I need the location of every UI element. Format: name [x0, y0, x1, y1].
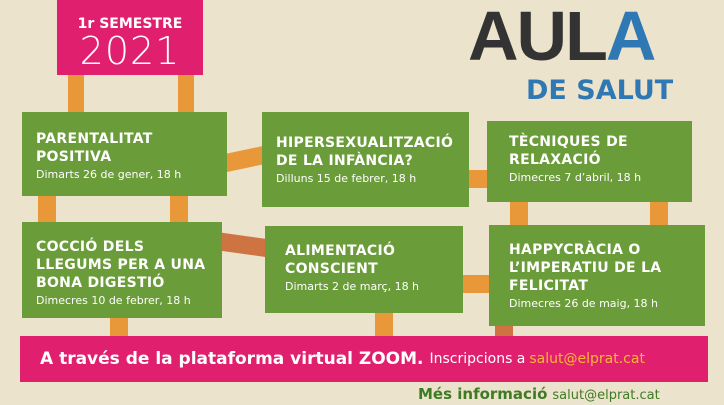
logo-main: AULA: [468, 0, 656, 75]
more-info-label: Més informació: [418, 385, 548, 403]
session-title: PARENTALITAT POSITIVA: [36, 131, 153, 165]
more-info-email[interactable]: salut@elprat.cat: [552, 388, 660, 403]
registration-banner: A través de la plataforma virtual ZOOM. …: [20, 336, 708, 382]
logo: AULA DE SALUT: [468, 0, 674, 106]
session-title: TÈCNIQUES DE RELAXACIÓ: [509, 134, 628, 168]
session-date: Dimecres 26 de maig, 18 h: [509, 297, 659, 310]
session-card: HAPPYCRÀCIA O L’IMPERATIU DE LA FELICITA…: [489, 225, 705, 326]
session-card: ALIMENTACIÓ CONSCIENT Dimarts 2 de març,…: [265, 226, 463, 313]
session-date: Dilluns 15 de febrer, 18 h: [276, 172, 417, 185]
session-date: Dimecres 10 de febrer, 18 h: [36, 294, 191, 307]
banner-headline: A través de la plataforma virtual ZOOM.: [40, 349, 424, 369]
session-title: ALIMENTACIÓ CONSCIENT: [285, 243, 396, 277]
semester-badge: 1r SEMESTRE 2021: [57, 0, 203, 75]
tape: [375, 305, 393, 345]
tape: [455, 275, 500, 293]
session-title: HIPERSEXUALITZACIÓ DE LA INFÀNCIA?: [276, 135, 454, 169]
session-card: COCCIÓ DELS LLEGUMS PER A UNA BONA DIGES…: [22, 222, 222, 318]
session-date: Dimecres 7 d’abril, 18 h: [509, 171, 642, 184]
logo-sub: DE SALUT: [526, 75, 674, 106]
session-card: PARENTALITAT POSITIVA Dimarts 26 de gene…: [22, 112, 227, 196]
semester-label: 1r SEMESTRE: [77, 16, 183, 32]
session-title: HAPPYCRÀCIA O L’IMPERATIU DE LA FELICITA…: [509, 242, 662, 294]
semester-year: 2021: [79, 29, 181, 73]
session-card: TÈCNIQUES DE RELAXACIÓ Dimecres 7 d’abri…: [487, 121, 692, 202]
more-info: Més informació salut@elprat.cat: [418, 385, 660, 405]
session-date: Dimarts 2 de març, 18 h: [285, 280, 420, 293]
tape: [38, 190, 56, 230]
tape: [170, 190, 188, 225]
tape: [178, 70, 194, 120]
tape: [68, 70, 84, 120]
session-card: HIPERSEXUALITZACIÓ DE LA INFÀNCIA? Dillu…: [262, 112, 469, 207]
registration-email-link[interactable]: salut@elprat.cat: [529, 351, 645, 367]
session-title: COCCIÓ DELS LLEGUMS PER A UNA BONA DIGES…: [36, 239, 206, 291]
session-date: Dimarts 26 de gener, 18 h: [36, 168, 182, 181]
banner-text: Inscripcions a: [429, 351, 526, 367]
